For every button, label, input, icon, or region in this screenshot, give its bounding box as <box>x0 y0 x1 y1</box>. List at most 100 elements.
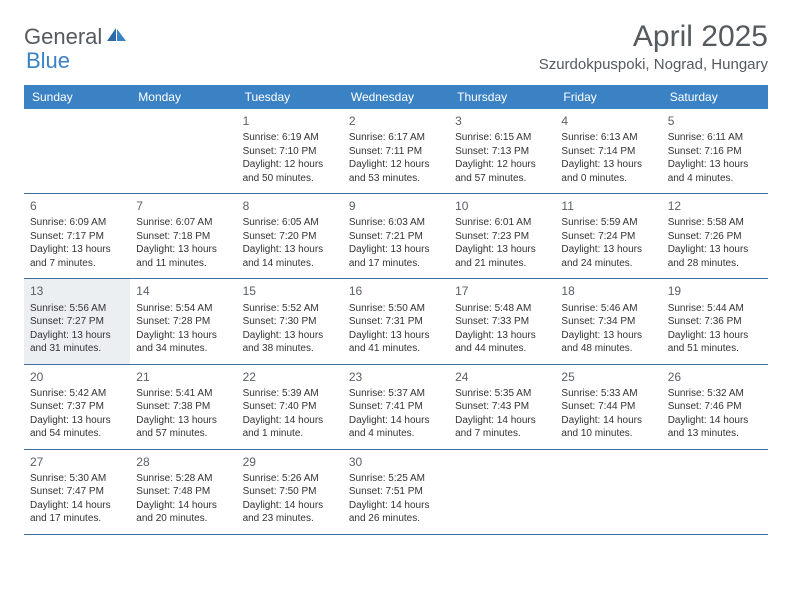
sunset-line: Sunset: 7:36 PM <box>668 315 762 329</box>
daylight-line: Daylight: 14 hours and 17 minutes. <box>30 499 124 526</box>
sunrise-line: Sunrise: 5:39 AM <box>243 387 337 401</box>
sunset-line: Sunset: 7:23 PM <box>455 230 549 244</box>
sunrise-line: Sunrise: 5:56 AM <box>30 302 124 316</box>
sunset-line: Sunset: 7:21 PM <box>349 230 443 244</box>
sunrise-line: Sunrise: 6:11 AM <box>668 131 762 145</box>
sunset-line: Sunset: 7:10 PM <box>243 145 337 159</box>
day-number: 16 <box>349 283 443 299</box>
sunrise-line: Sunrise: 5:59 AM <box>561 216 655 230</box>
sunset-line: Sunset: 7:48 PM <box>136 485 230 499</box>
daylight-line: Daylight: 13 hours and 14 minutes. <box>243 243 337 270</box>
day-number: 9 <box>349 198 443 214</box>
month-title: April 2025 <box>539 20 768 54</box>
sunset-line: Sunset: 7:44 PM <box>561 400 655 414</box>
empty-cell <box>662 450 768 534</box>
week-row: 27Sunrise: 5:30 AMSunset: 7:47 PMDayligh… <box>24 450 768 535</box>
day-cell: 14Sunrise: 5:54 AMSunset: 7:28 PMDayligh… <box>130 279 236 363</box>
day-cell: 24Sunrise: 5:35 AMSunset: 7:43 PMDayligh… <box>449 365 555 449</box>
sunrise-line: Sunrise: 5:33 AM <box>561 387 655 401</box>
sunrise-line: Sunrise: 5:35 AM <box>455 387 549 401</box>
calendar-grid: SundayMondayTuesdayWednesdayThursdayFrid… <box>24 85 768 535</box>
dow-cell: Monday <box>130 85 236 109</box>
day-cell: 21Sunrise: 5:41 AMSunset: 7:38 PMDayligh… <box>130 365 236 449</box>
sunrise-line: Sunrise: 5:42 AM <box>30 387 124 401</box>
day-cell: 15 Sunrise: 5:52 AMSunset: 7:30 PMDayligh… <box>237 279 343 363</box>
sunset-line: Sunset: 7:13 PM <box>455 145 549 159</box>
day-cell: 13Sunrise: 5:56 AMSunset: 7:27 PMDayligh… <box>24 279 130 363</box>
empty-cell <box>130 109 236 193</box>
day-cell: 5Sunrise: 6:11 AMSunset: 7:16 PMDaylight… <box>662 109 768 193</box>
sunrise-line: Sunrise: 6:07 AM <box>136 216 230 230</box>
title-block: April 2025 Szurdokpuspoki, Nograd, Hunga… <box>539 20 768 73</box>
day-number: 1 <box>243 113 337 129</box>
daylight-line: Daylight: 13 hours and 24 minutes. <box>561 243 655 270</box>
day-number: 28 <box>136 454 230 470</box>
day-cell: 4Sunrise: 6:13 AMSunset: 7:14 PMDaylight… <box>555 109 661 193</box>
day-cell: 22Sunrise: 5:39 AMSunset: 7:40 PMDayligh… <box>237 365 343 449</box>
sunrise-line: Sunrise: 5:28 AM <box>136 472 230 486</box>
sunset-line: Sunset: 7:51 PM <box>349 485 443 499</box>
daylight-line: Daylight: 13 hours and 28 minutes. <box>668 243 762 270</box>
daylight-line: Daylight: 13 hours and 44 minutes. <box>455 329 549 356</box>
daylight-line: Daylight: 14 hours and 1 minute. <box>243 414 337 441</box>
sunrise-line: Sunrise: 6:13 AM <box>561 131 655 145</box>
daylight-line: Daylight: 13 hours and 11 minutes. <box>136 243 230 270</box>
daylight-line: Daylight: 12 hours and 53 minutes. <box>349 158 443 185</box>
day-number: 5 <box>668 113 762 129</box>
day-cell: 16Sunrise: 5:50 AMSunset: 7:31 PMDayligh… <box>343 279 449 363</box>
sunrise-line: Sunrise: 5:37 AM <box>349 387 443 401</box>
sunrise-line: Sunrise: 5:48 AM <box>455 302 549 316</box>
sunset-line: Sunset: 7:27 PM <box>30 315 124 329</box>
day-number: 24 <box>455 369 549 385</box>
daylight-line: Daylight: 14 hours and 23 minutes. <box>243 499 337 526</box>
day-number: 18 <box>561 283 655 299</box>
day-number: 21 <box>136 369 230 385</box>
day-cell: 8Sunrise: 6:05 AMSunset: 7:20 PMDaylight… <box>237 194 343 278</box>
day-cell: 29Sunrise: 5:26 AMSunset: 7:50 PMDayligh… <box>237 450 343 534</box>
day-number: 22 <box>243 369 337 385</box>
day-number: 7 <box>136 198 230 214</box>
sunset-line: Sunset: 7:50 PM <box>243 485 337 499</box>
day-cell: 30Sunrise: 5:25 AMSunset: 7:51 PMDayligh… <box>343 450 449 534</box>
sunrise-line: Sunrise: 5:52 AM <box>243 302 337 316</box>
sunset-line: Sunset: 7:20 PM <box>243 230 337 244</box>
week-row: 6Sunrise: 6:09 AMSunset: 7:17 PMDaylight… <box>24 194 768 279</box>
day-number: 17 <box>455 283 549 299</box>
day-cell: 17Sunrise: 5:48 AMSunset: 7:33 PMDayligh… <box>449 279 555 363</box>
sunrise-line: Sunrise: 5:25 AM <box>349 472 443 486</box>
day-of-week-header: SundayMondayTuesdayWednesdayThursdayFrid… <box>24 85 768 109</box>
sunrise-line: Sunrise: 5:30 AM <box>30 472 124 486</box>
sunrise-line: Sunrise: 6:03 AM <box>349 216 443 230</box>
logo: General <box>24 24 130 50</box>
day-cell: 2Sunrise: 6:17 AMSunset: 7:11 PMDaylight… <box>343 109 449 193</box>
sunrise-line: Sunrise: 5:54 AM <box>136 302 230 316</box>
sunset-line: Sunset: 7:11 PM <box>349 145 443 159</box>
day-number: 15 <box>243 283 337 299</box>
day-cell: 11Sunrise: 5:59 AMSunset: 7:24 PMDayligh… <box>555 194 661 278</box>
logo-text-2: Blue <box>26 48 70 73</box>
day-number: 29 <box>243 454 337 470</box>
daylight-line: Daylight: 13 hours and 21 minutes. <box>455 243 549 270</box>
daylight-line: Daylight: 13 hours and 17 minutes. <box>349 243 443 270</box>
sunset-line: Sunset: 7:46 PM <box>668 400 762 414</box>
dow-cell: Thursday <box>449 85 555 109</box>
sunset-line: Sunset: 7:41 PM <box>349 400 443 414</box>
sunrise-line: Sunrise: 5:58 AM <box>668 216 762 230</box>
day-cell: 1Sunrise: 6:19 AMSunset: 7:10 PMDaylight… <box>237 109 343 193</box>
day-number: 20 <box>30 369 124 385</box>
sunset-line: Sunset: 7:37 PM <box>30 400 124 414</box>
day-cell: 18Sunrise: 5:46 AMSunset: 7:34 PMDayligh… <box>555 279 661 363</box>
day-number: 8 <box>243 198 337 214</box>
daylight-line: Daylight: 14 hours and 7 minutes. <box>455 414 549 441</box>
sunrise-line: Sunrise: 6:01 AM <box>455 216 549 230</box>
dow-cell: Saturday <box>662 85 768 109</box>
empty-cell <box>449 450 555 534</box>
sunset-line: Sunset: 7:24 PM <box>561 230 655 244</box>
sunrise-line: Sunrise: 6:15 AM <box>455 131 549 145</box>
logo-sail-icon <box>106 26 128 49</box>
day-number: 6 <box>30 198 124 214</box>
week-row: 13Sunrise: 5:56 AMSunset: 7:27 PMDayligh… <box>24 279 768 364</box>
sunset-line: Sunset: 7:30 PM <box>243 315 337 329</box>
daylight-line: Daylight: 13 hours and 38 minutes. <box>243 329 337 356</box>
day-cell: 3Sunrise: 6:15 AMSunset: 7:13 PMDaylight… <box>449 109 555 193</box>
